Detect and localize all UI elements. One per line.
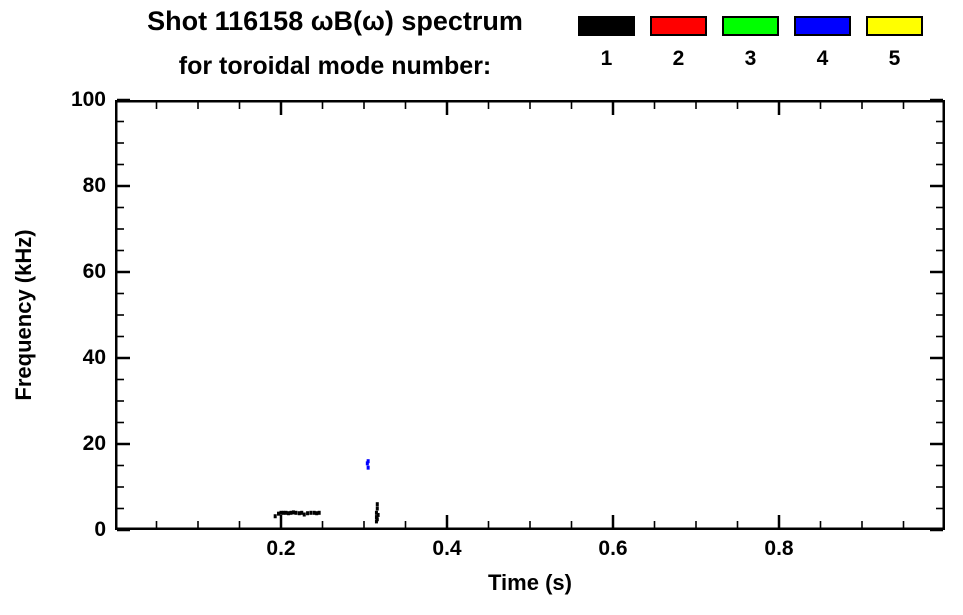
x-tick-label-0.8: 0.8: [764, 537, 794, 560]
chart-title: Shot 116158 ωB(ω) spectrum: [147, 6, 523, 36]
legend-item-mode-5: 5: [866, 16, 923, 70]
legend-item-mode-2: 2: [650, 16, 707, 70]
legend-label-mode-5: 5: [888, 47, 901, 70]
legend-swatch-mode-4: [794, 16, 851, 36]
y-tick-label-100: 100: [70, 88, 106, 111]
y-tick-label-0: 0: [94, 518, 106, 541]
chart-subtitle: for toroidal mode number:: [178, 52, 492, 80]
y-tick-label-20: 20: [82, 432, 106, 455]
legend-label-mode-3: 3: [744, 47, 757, 70]
plot-canvas: [115, 98, 945, 532]
legend-label-mode-4: 4: [816, 47, 829, 70]
x-tick-label-0.2: 0.2: [266, 537, 296, 560]
legend-swatch-mode-1: [578, 16, 635, 36]
x-tick-label-0.4: 0.4: [432, 537, 462, 560]
legend-swatch-mode-3: [722, 16, 779, 36]
x-axis-label: Time (s): [488, 570, 572, 595]
legend-label-mode-1: 1: [600, 47, 613, 70]
legend-item-mode-4: 4: [794, 16, 851, 70]
x-ticks: [155, 102, 905, 528]
legend-label-mode-2: 2: [672, 47, 685, 70]
y-tick-label-80: 80: [82, 174, 106, 197]
legend-swatch-mode-5: [866, 16, 923, 36]
legend-swatch-mode-2: [650, 16, 707, 36]
y-tick-label-60: 60: [82, 260, 106, 283]
plot-frame: [115, 100, 945, 530]
y-ticks: [117, 98, 943, 532]
y-axis-label: Frequency (kHz): [11, 229, 36, 401]
mode-legend: 1 2 3 4 5: [578, 16, 923, 70]
legend-item-mode-3: 3: [722, 16, 779, 70]
y-tick-label-40: 40: [82, 346, 106, 369]
data-points: [273, 459, 380, 524]
legend-item-mode-1: 1: [578, 16, 635, 70]
x-tick-label-0.6: 0.6: [598, 537, 628, 560]
